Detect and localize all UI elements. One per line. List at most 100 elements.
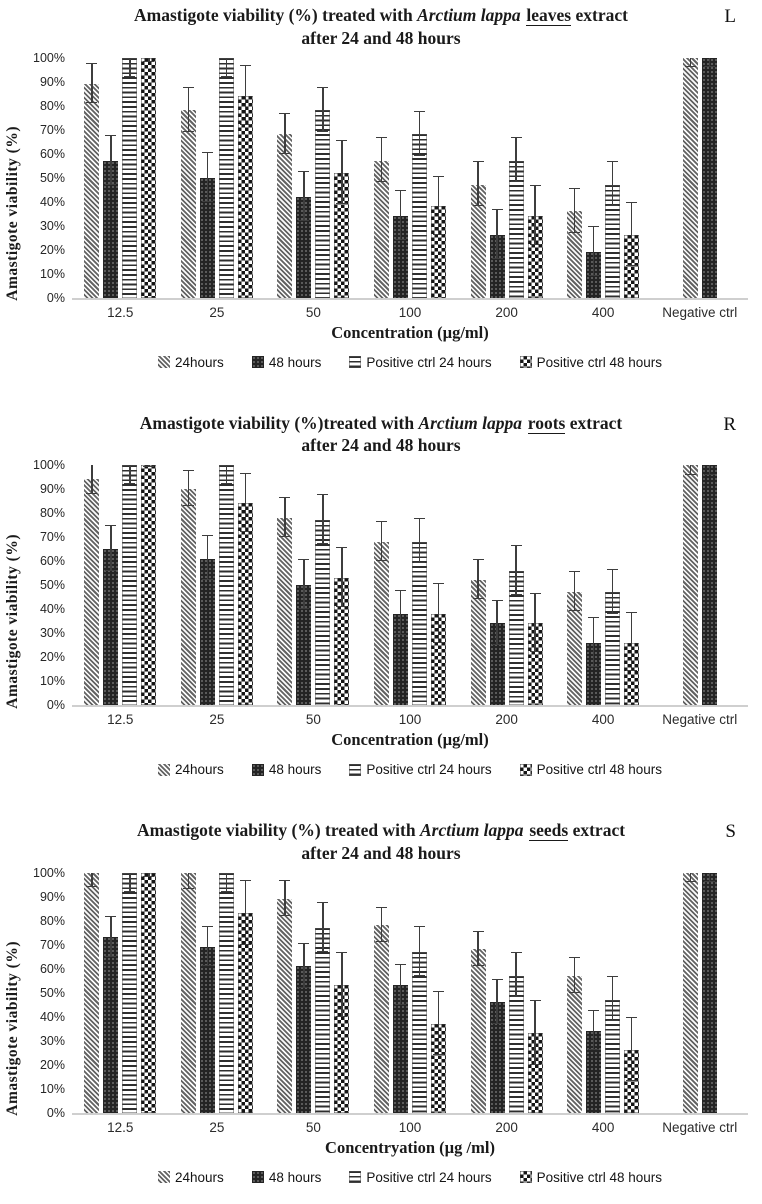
y-tick-label: 20%	[39, 1057, 65, 1072]
bar-48-hours	[103, 937, 119, 1113]
bar-24hours	[84, 479, 100, 705]
bar-slot	[567, 58, 583, 298]
bar-group-50	[265, 58, 362, 298]
bar-slot	[141, 872, 157, 1113]
legend-swatch-icon	[519, 763, 532, 776]
y-tick-label: 20%	[39, 242, 65, 257]
error-bar	[607, 976, 619, 1022]
bar-group-400	[555, 465, 652, 705]
bar-slot	[701, 465, 717, 705]
bar-group-12.5	[72, 465, 169, 705]
bar-slot	[237, 873, 253, 1113]
x-tick-label: 25	[209, 1119, 225, 1135]
bar-group-negative-ctrl	[651, 57, 748, 298]
bar-48-hours	[489, 235, 505, 298]
bar-48-hours	[701, 872, 717, 1113]
legend-item-24hours: 24hours	[158, 355, 224, 370]
bar-48-hours	[701, 465, 717, 705]
x-tick-label: 12.5	[107, 712, 134, 727]
error-bar	[607, 568, 619, 614]
error-bar	[201, 151, 213, 202]
chart-title: Amastigote viability (%) treated with Ar…	[0, 819, 762, 865]
bar-group-200	[458, 873, 555, 1113]
bar-positive-ctrl-24-hours	[315, 927, 331, 1113]
x-axis-title: Concentryation (µg /ml)	[325, 1137, 495, 1157]
plot-column: 12.5 25 50 100 200 400 Negative ctrl Concentra…	[72, 465, 748, 777]
bar-slot	[567, 873, 583, 1113]
error-bar	[569, 571, 581, 612]
bar-slot	[527, 58, 543, 298]
error-bar	[105, 134, 117, 185]
legend: 24hours 48 hours Positive ctrl 24 hours Pos…	[72, 355, 748, 370]
legend-swatch-icon	[519, 356, 532, 368]
bar-slot	[218, 57, 234, 298]
error-bar	[143, 57, 155, 63]
chart-title-organ: seeds	[529, 820, 569, 841]
chart-seeds: S Amastigote viability (%) treated with …	[0, 819, 762, 1185]
bar-slot	[624, 873, 640, 1113]
error-bar	[86, 62, 98, 104]
chart-title-line2: after 24 and 48 hours	[301, 27, 461, 48]
legend-item-48-hours: 48 hours	[251, 762, 321, 777]
chart-title-species: Arctium lappa	[419, 820, 524, 840]
error-bar	[510, 544, 522, 595]
bar-slot	[315, 465, 331, 705]
chart-body: Amastigote viability (%) 0% 10% 20% 30% 40% 5…	[0, 458, 762, 777]
error-bar	[414, 925, 426, 976]
x-axis-title: Concentration (µg/ml)	[331, 730, 489, 749]
error-bar	[414, 110, 426, 156]
y-tick-label: 80%	[39, 913, 65, 928]
bar-positive-ctrl-24-hours	[315, 110, 331, 298]
legend: 24hours 48 hours Positive ctrl 24 hours Pos…	[72, 762, 748, 777]
legend-swatch-icon	[158, 763, 171, 776]
bar-slot	[277, 58, 293, 298]
bar-48-hours	[393, 985, 409, 1113]
y-tick-label: 70%	[39, 122, 65, 137]
y-tick-label: 100%	[33, 865, 65, 880]
error-bar	[626, 1016, 638, 1082]
bar-slot	[141, 465, 157, 705]
y-tick-label: 100%	[33, 50, 65, 65]
y-axis-title: Amastigote viability (%)	[0, 58, 26, 370]
bar-slot	[393, 465, 409, 705]
legend-item-positive-ctrl-48-hours: Positive ctrl 48 hours	[519, 355, 662, 370]
bar-slot	[84, 465, 100, 705]
x-tick-label: 200	[495, 304, 518, 320]
y-tick-label: 60%	[39, 554, 65, 568]
bar-slot	[567, 465, 583, 705]
bar-24hours	[84, 872, 100, 1113]
error-bar	[491, 209, 503, 260]
bar-48-hours	[393, 215, 409, 298]
bar-positive-ctrl-24-hours	[412, 134, 428, 298]
error-bar	[124, 872, 136, 892]
y-tick-label: 0%	[46, 1105, 65, 1120]
x-axis-ticks: 12.5 25 50 100 200 400 Negative ctrl	[72, 712, 748, 727]
bar-slot	[277, 465, 293, 705]
bar-24hours	[470, 184, 486, 298]
bar-positive-ctrl-24-hours	[122, 57, 138, 298]
bar-slot	[334, 465, 350, 705]
bar-group-200	[458, 58, 555, 298]
legend-label: Positive ctrl 24 hours	[366, 354, 492, 370]
bar-slot	[586, 58, 602, 298]
bar-positive-ctrl-24-hours	[315, 520, 331, 705]
bar-48-hours	[489, 623, 505, 705]
chart-title-line2: after 24 and 48 hours	[301, 842, 461, 863]
bar-48-hours	[199, 946, 215, 1113]
panel-letter: R	[723, 413, 736, 435]
bar-group-12.5	[72, 872, 169, 1113]
error-bar	[569, 187, 581, 233]
error-bar	[529, 1000, 541, 1065]
legend-item-positive-ctrl-48-hours: Positive ctrl 48 hours	[519, 762, 662, 777]
bar-slot	[393, 873, 409, 1113]
bar-slot	[489, 58, 505, 298]
panel-letter: S	[725, 821, 736, 842]
x-tick-label: Negative ctrl	[662, 712, 738, 727]
error-bar	[124, 57, 136, 77]
bar-slot	[334, 58, 350, 298]
legend-swatch-icon	[158, 1171, 171, 1183]
y-axis-ticks: 0% 10% 20% 30% 40% 50% 60% 70% 80% 90% 100%	[26, 51, 72, 305]
bar-slot	[374, 58, 390, 298]
x-tick-label: 100	[398, 1119, 422, 1135]
